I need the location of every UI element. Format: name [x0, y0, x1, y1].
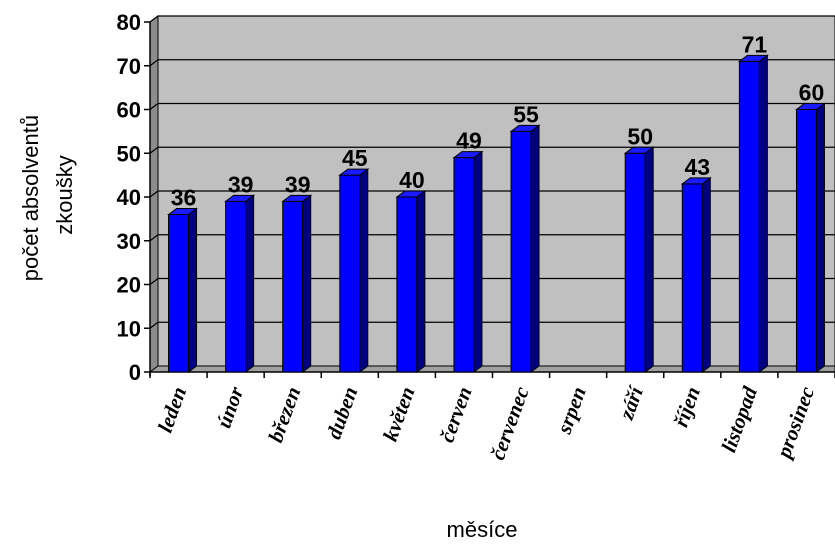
- y-tick-label: 60: [117, 98, 141, 123]
- y-tick-label: 40: [117, 185, 141, 210]
- bar-side-6: [473, 150, 483, 373]
- data-label-2: 39: [228, 171, 254, 197]
- x-tick-labels: leden únor březen duben květen červen červenec…: [149, 372, 835, 463]
- x-tick-label: prosinec: [771, 383, 820, 463]
- bar-side-2: [245, 194, 255, 373]
- bar-side-5: [416, 190, 426, 373]
- bar-top-12: [794, 103, 826, 110]
- bar-side-4: [359, 168, 369, 373]
- gridlines: [149, 15, 835, 329]
- x-axis-label: měsíce: [447, 517, 518, 542]
- bar-7: [510, 130, 532, 373]
- bar-12: [795, 109, 817, 373]
- gridline: [149, 102, 835, 110]
- bar-side-1: [188, 207, 198, 373]
- bar-top-9: [623, 146, 655, 154]
- data-label-1: 36: [171, 185, 197, 211]
- x-tick-label: listopad: [716, 383, 762, 455]
- gridline: [149, 59, 835, 67]
- gridline: [149, 321, 835, 329]
- bar-top-2: [224, 194, 256, 202]
- y-tick-label: 70: [117, 54, 141, 79]
- gridline: [149, 277, 835, 285]
- y-axis-label-line-1: počet absolventů: [18, 115, 43, 281]
- y-tick-label: 30: [117, 229, 141, 254]
- bar-top-3: [281, 194, 313, 202]
- bar-side-9: [644, 146, 654, 373]
- bar-top-7: [509, 124, 541, 132]
- y-tick-label: 80: [117, 10, 141, 35]
- data-label-10: 43: [684, 154, 710, 180]
- x-tick-label: říjen: [668, 384, 705, 431]
- data-label-7: 55: [513, 101, 539, 127]
- x-tick-label: březen: [263, 384, 305, 446]
- data-label-11: 71: [742, 31, 768, 57]
- gridline: [149, 190, 835, 198]
- bar-top-11: [737, 54, 769, 62]
- y-tick-label: 50: [117, 141, 141, 166]
- bar-10: [681, 183, 703, 373]
- data-label-5: 40: [399, 167, 425, 193]
- bar-3: [282, 200, 304, 373]
- x-tick-label: únor: [211, 383, 248, 431]
- bar-11: [738, 60, 760, 373]
- bar-top-1: [167, 208, 199, 215]
- data-label-3: 39: [285, 171, 311, 197]
- y-tick-labels: 0 10 20 30 40 50 60 70 80: [117, 10, 150, 385]
- x-tick-label: leden: [153, 384, 192, 436]
- bar-top-4: [338, 168, 370, 176]
- bar-side-10: [701, 176, 711, 373]
- bar-4: [339, 174, 361, 373]
- data-labels: 36 39 39 45 40 49 55 50 43 71 60: [171, 31, 825, 210]
- gridline: [149, 15, 835, 23]
- data-label-4: 45: [342, 145, 368, 171]
- y-axis-label-line-2: zkoušky: [52, 155, 77, 234]
- bars: [167, 54, 826, 373]
- x-tick-label: srpen: [552, 384, 591, 438]
- data-label-9: 50: [627, 123, 653, 149]
- bar-9: [624, 152, 646, 373]
- x-tick-label: květen: [378, 384, 420, 445]
- bar-side-7: [530, 124, 540, 373]
- bar-top-6: [452, 151, 484, 159]
- bar-6: [453, 157, 475, 373]
- bar-top-5: [395, 190, 427, 198]
- bar-1: [168, 214, 190, 373]
- y-tick-label: 20: [117, 273, 141, 298]
- data-label-6: 49: [456, 128, 482, 154]
- bar-side-3: [302, 194, 312, 373]
- x-tick-label: duben: [322, 384, 363, 443]
- bar-2: [225, 200, 247, 373]
- bar-side-11: [758, 54, 768, 373]
- x-tick-label: červenec: [485, 383, 534, 463]
- y-tick-label: 0: [129, 360, 141, 385]
- bar-side-12: [815, 102, 825, 373]
- y-axis-label: počet absolventů zkoušky: [18, 109, 77, 281]
- y-tick-label: 10: [117, 316, 141, 341]
- bar-5: [396, 196, 418, 373]
- gridline: [149, 146, 835, 154]
- x-tick-label: září: [614, 381, 649, 423]
- data-label-12: 60: [799, 80, 825, 106]
- x-tick-label: červen: [435, 384, 477, 446]
- bar-top-10: [680, 177, 712, 185]
- gridline: [149, 234, 835, 242]
